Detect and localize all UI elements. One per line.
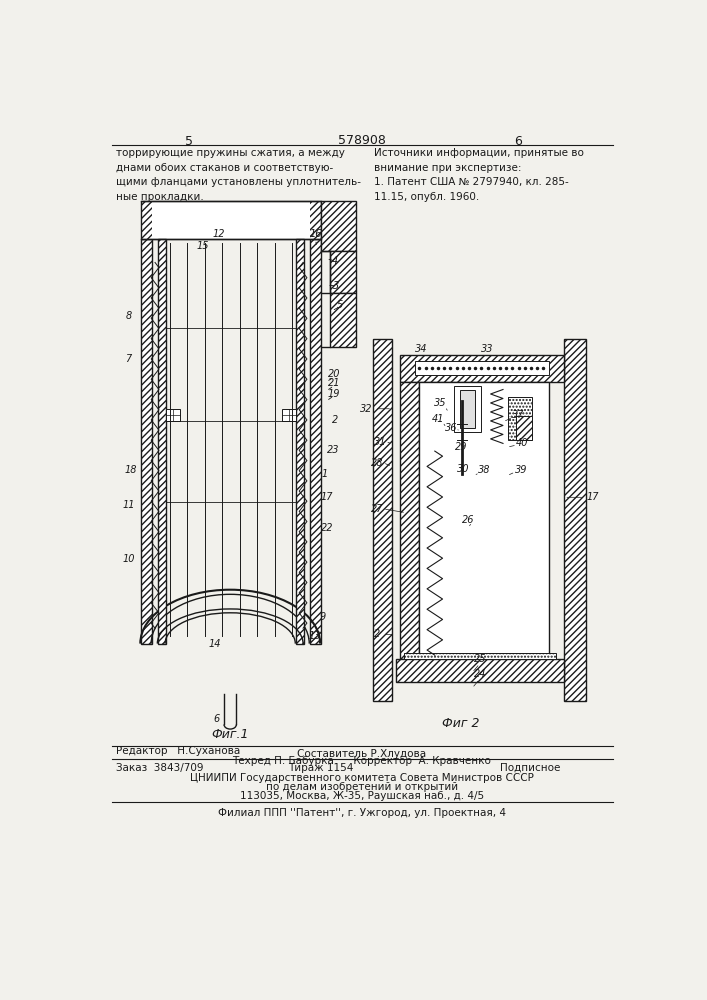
- Bar: [310, 239, 321, 644]
- Text: 35: 35: [434, 398, 447, 408]
- Text: 38: 38: [478, 465, 491, 475]
- Text: 6: 6: [213, 714, 219, 724]
- Text: ЦНИИПИ Государственного комитета Совета Министров СССР: ЦНИИПИ Государственного комитета Совета …: [190, 773, 534, 783]
- Bar: [400, 382, 419, 659]
- Bar: [373, 339, 392, 701]
- Text: 21: 21: [328, 378, 340, 388]
- Text: 40: 40: [516, 438, 529, 448]
- Text: 18: 18: [124, 465, 137, 475]
- Text: Источники информации, принятые во
внимание при экспертизе:
1. Патент США № 27979: Источники информации, принятые во вниман…: [373, 148, 583, 202]
- Text: 24: 24: [474, 669, 486, 679]
- Text: 5: 5: [185, 135, 193, 148]
- Text: Редактор   Н.Суханова: Редактор Н.Суханова: [115, 746, 240, 756]
- Text: 7: 7: [126, 354, 132, 364]
- Text: 27: 27: [371, 504, 384, 514]
- Bar: [508, 397, 532, 440]
- Text: Тираж 1154: Тираж 1154: [288, 763, 354, 773]
- Bar: [166, 409, 180, 421]
- Text: 578908: 578908: [338, 134, 386, 147]
- Bar: [516, 416, 532, 440]
- Text: 17: 17: [320, 492, 332, 502]
- Bar: [330, 251, 356, 293]
- Text: 19: 19: [328, 389, 340, 399]
- Text: 39: 39: [515, 465, 527, 475]
- Bar: [516, 416, 532, 440]
- Text: Фиг.1: Фиг.1: [211, 728, 249, 741]
- Text: 25: 25: [474, 654, 486, 664]
- Text: 23: 23: [327, 445, 339, 455]
- Text: 30: 30: [457, 464, 469, 474]
- Bar: [400, 382, 419, 659]
- Bar: [141, 239, 152, 644]
- Bar: [330, 293, 356, 347]
- Bar: [296, 239, 304, 644]
- Bar: [330, 251, 356, 293]
- Text: 15: 15: [197, 241, 209, 251]
- Bar: [373, 339, 392, 701]
- Text: Подписное: Подписное: [500, 763, 561, 773]
- Bar: [564, 339, 586, 701]
- Bar: [141, 239, 152, 644]
- Text: 31: 31: [373, 437, 386, 447]
- Text: 10: 10: [122, 554, 135, 564]
- Text: Составитель Р.Хлудова: Составитель Р.Хлудова: [298, 749, 426, 759]
- Text: 12: 12: [212, 229, 225, 239]
- Text: 17: 17: [587, 492, 599, 502]
- Text: Заказ  3843/709: Заказ 3843/709: [115, 763, 203, 773]
- Text: 8: 8: [126, 311, 132, 321]
- Text: 13: 13: [308, 631, 321, 641]
- Text: 26: 26: [462, 515, 474, 525]
- Text: 1: 1: [322, 469, 328, 479]
- Text: 6: 6: [515, 135, 522, 148]
- Text: 4: 4: [332, 256, 338, 266]
- Bar: [404, 653, 556, 659]
- Text: Фиг 2: Фиг 2: [442, 717, 479, 730]
- Bar: [416, 361, 549, 375]
- Text: 33: 33: [481, 344, 493, 354]
- Text: 2: 2: [332, 415, 338, 425]
- Text: 41: 41: [432, 414, 444, 424]
- Text: 20: 20: [328, 369, 340, 379]
- Bar: [296, 239, 304, 644]
- Bar: [400, 355, 564, 382]
- Bar: [396, 659, 564, 682]
- Text: по делам изобретений и открытий: по делам изобретений и открытий: [266, 782, 458, 792]
- Text: 36: 36: [445, 423, 457, 433]
- Text: 5: 5: [337, 300, 344, 310]
- Text: 28: 28: [371, 458, 384, 468]
- Bar: [508, 397, 532, 440]
- Text: 16: 16: [309, 229, 322, 239]
- Text: 113035, Москва, Ж-35, Раушская наб., д. 4/5: 113035, Москва, Ж-35, Раушская наб., д. …: [240, 791, 484, 801]
- Text: 29: 29: [455, 442, 467, 452]
- Text: 3: 3: [333, 281, 339, 291]
- Bar: [419, 382, 549, 659]
- Bar: [404, 653, 556, 659]
- Bar: [282, 409, 296, 421]
- Text: 9: 9: [320, 612, 327, 622]
- Bar: [141, 201, 152, 239]
- Text: торрирующие пружины сжатия, а между
днами обоих стаканов и соответствую-
щими фл: торрирующие пружины сжатия, а между днам…: [115, 148, 361, 202]
- Text: 34: 34: [416, 344, 428, 354]
- Bar: [158, 239, 166, 644]
- Text: Филиал ППП ''Патент'', г. Ужгород, ул. Проектная, 4: Филиал ППП ''Патент'', г. Ужгород, ул. П…: [218, 808, 506, 818]
- Bar: [564, 339, 586, 701]
- Bar: [330, 293, 356, 347]
- Text: Техред П. Бабурка      Корректор  А. Кравченко: Техред П. Бабурка Корректор А. Кравченко: [233, 756, 491, 766]
- Text: 37: 37: [513, 410, 525, 420]
- Bar: [396, 659, 564, 682]
- Text: 11: 11: [122, 500, 135, 510]
- Text: 14: 14: [209, 639, 221, 649]
- Bar: [454, 386, 481, 432]
- Text: 32: 32: [360, 404, 372, 414]
- Bar: [400, 355, 564, 382]
- Bar: [321, 201, 356, 251]
- Bar: [310, 201, 321, 239]
- Bar: [141, 201, 321, 239]
- Bar: [310, 239, 321, 644]
- Text: 2: 2: [374, 629, 380, 639]
- Bar: [158, 239, 166, 644]
- Bar: [460, 389, 475, 428]
- Text: 22: 22: [321, 523, 333, 533]
- Bar: [321, 201, 356, 251]
